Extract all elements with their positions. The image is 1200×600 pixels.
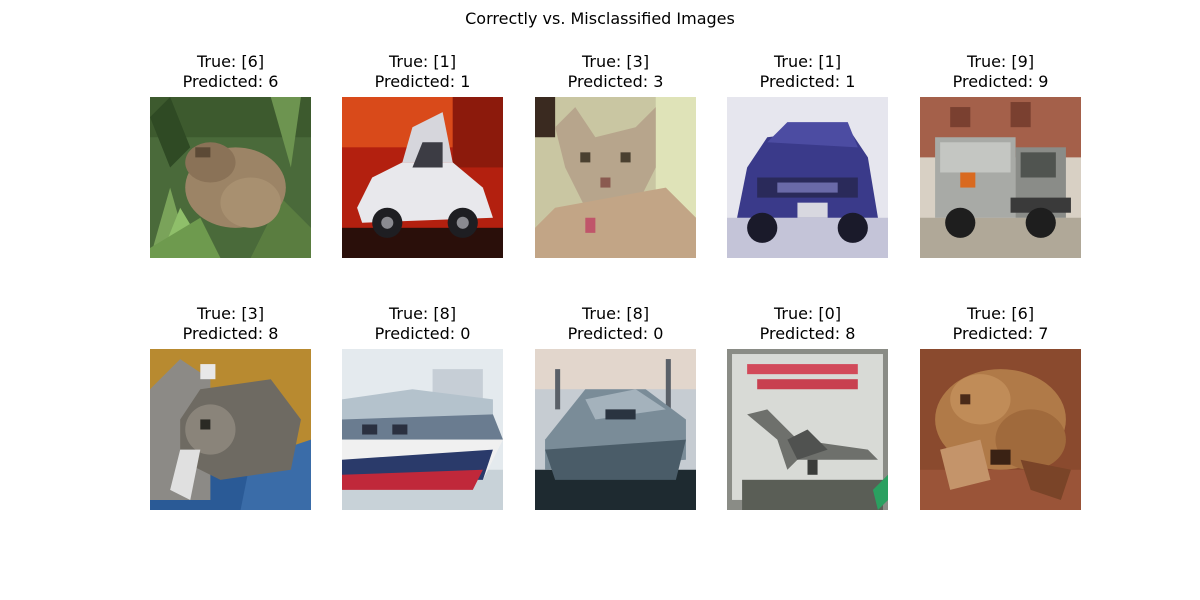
ship-image: [342, 349, 503, 510]
panel-title: True: [0] Predicted: 8: [697, 304, 918, 344]
true-label: True: [6]: [966, 304, 1035, 323]
ship-image: [535, 349, 696, 510]
panel-title: True: [8] Predicted: 0: [505, 304, 726, 344]
true-label: True: [6]: [196, 52, 265, 71]
predicted-label: Predicted: 1: [759, 72, 856, 91]
panel-title: True: [1] Predicted: 1: [697, 52, 918, 92]
true-label: True: [8]: [581, 304, 650, 323]
car-image: [727, 97, 888, 258]
true-label: True: [3]: [581, 52, 650, 71]
truck-image: [920, 97, 1081, 258]
true-label: True: [1]: [773, 52, 842, 71]
cat-image: [150, 349, 311, 510]
airplane-image: [727, 349, 888, 510]
predicted-label: Predicted: 3: [567, 72, 664, 91]
cat-image: [535, 97, 696, 258]
frog-image: [920, 349, 1081, 510]
true-label: True: [0]: [773, 304, 842, 323]
panel-title: True: [3] Predicted: 8: [120, 304, 341, 344]
car-image: [342, 97, 503, 258]
panel-title: True: [9] Predicted: 9: [890, 52, 1111, 92]
predicted-label: Predicted: 6: [182, 72, 279, 91]
true-label: True: [8]: [388, 304, 457, 323]
predicted-label: Predicted: 0: [567, 324, 664, 343]
predicted-label: Predicted: 1: [374, 72, 471, 91]
panel-title: True: [3] Predicted: 3: [505, 52, 726, 92]
panel-title: True: [1] Predicted: 1: [312, 52, 533, 92]
true-label: True: [1]: [388, 52, 457, 71]
panel-title: True: [6] Predicted: 6: [120, 52, 341, 92]
predicted-label: Predicted: 0: [374, 324, 471, 343]
predicted-label: Predicted: 7: [952, 324, 1049, 343]
panel-title: True: [6] Predicted: 7: [890, 304, 1111, 344]
figure-title: Correctly vs. Misclassified Images: [465, 9, 735, 28]
true-label: True: [9]: [966, 52, 1035, 71]
predicted-label: Predicted: 8: [759, 324, 856, 343]
frog-image: [150, 97, 311, 258]
panel-title: True: [8] Predicted: 0: [312, 304, 533, 344]
predicted-label: Predicted: 9: [952, 72, 1049, 91]
predicted-label: Predicted: 8: [182, 324, 279, 343]
true-label: True: [3]: [196, 304, 265, 323]
